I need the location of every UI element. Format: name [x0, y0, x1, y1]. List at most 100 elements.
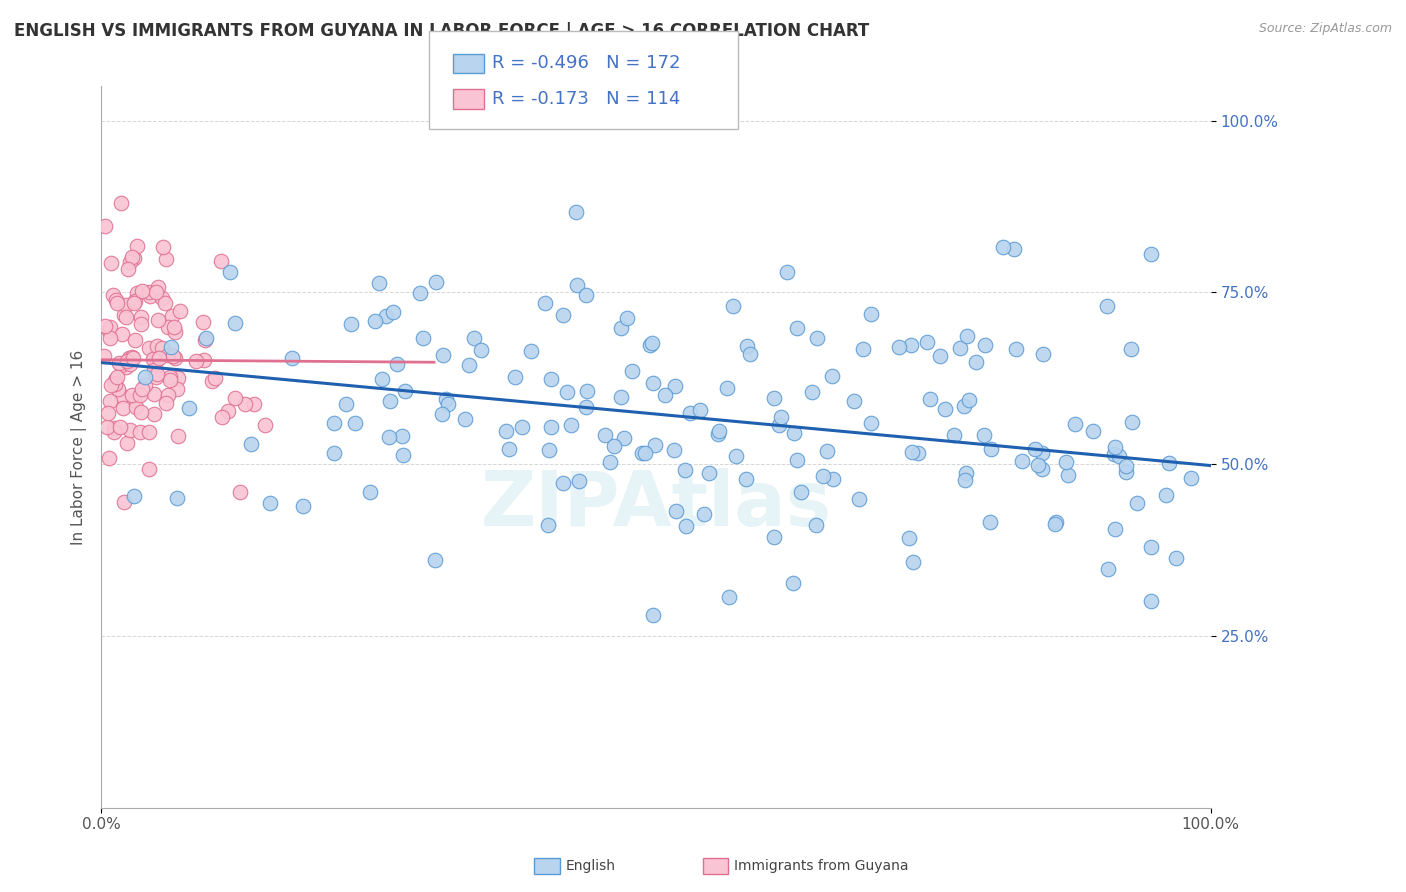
Point	[1083, 425, 1105, 439]
Point	[463, 331, 485, 345]
Point	[776, 265, 799, 279]
Point	[409, 286, 432, 301]
Point	[98, 331, 121, 345]
Point	[1002, 242, 1025, 256]
Point	[949, 341, 972, 355]
Point	[134, 378, 156, 392]
Point	[599, 455, 621, 469]
Text: ENGLISH VS IMMIGRANTS FROM GUYANA IN LABOR FORCE | AGE > 16 CORRELATION CHART: ENGLISH VS IMMIGRANTS FROM GUYANA IN LAB…	[14, 22, 869, 40]
Point	[675, 519, 697, 533]
Point	[145, 370, 167, 384]
Point	[898, 531, 921, 545]
Point	[143, 352, 166, 367]
Point	[117, 261, 139, 276]
Point	[124, 251, 146, 265]
Point	[437, 397, 460, 411]
Point	[118, 351, 141, 365]
Point	[454, 412, 477, 426]
Point	[163, 351, 186, 365]
Point	[664, 379, 686, 393]
Point	[783, 425, 806, 440]
Point	[165, 325, 187, 339]
Point	[112, 308, 135, 322]
Point	[823, 472, 845, 486]
Point	[1104, 522, 1126, 536]
Point	[790, 485, 813, 500]
Point	[641, 376, 664, 390]
Point	[163, 320, 186, 334]
Point	[243, 397, 266, 411]
Point	[94, 319, 117, 334]
Point	[375, 309, 398, 323]
Point	[105, 369, 128, 384]
Point	[114, 360, 136, 375]
Point	[770, 409, 793, 424]
Point	[1057, 468, 1080, 483]
Point	[943, 428, 966, 442]
Point	[139, 289, 162, 303]
Point	[129, 317, 152, 331]
Point	[1031, 446, 1053, 460]
Point	[717, 590, 740, 604]
Point	[153, 295, 176, 310]
Point	[209, 254, 232, 268]
Point	[616, 310, 638, 325]
Point	[166, 370, 188, 384]
Point	[121, 250, 143, 264]
Point	[364, 314, 387, 328]
Point	[129, 388, 152, 402]
Point	[901, 445, 924, 459]
Point	[654, 388, 676, 402]
Point	[120, 357, 142, 371]
Point	[1119, 342, 1142, 356]
Point	[965, 355, 987, 369]
Point	[138, 285, 160, 300]
Point	[143, 363, 166, 377]
Point	[565, 277, 588, 292]
Point	[575, 400, 598, 414]
Point	[801, 384, 824, 399]
Point	[103, 420, 125, 434]
Point	[640, 337, 662, 351]
Point	[1063, 417, 1085, 431]
Text: Source: ZipAtlas.com: Source: ZipAtlas.com	[1258, 22, 1392, 36]
Point	[380, 393, 402, 408]
Point	[159, 370, 181, 384]
Point	[112, 495, 135, 509]
Point	[852, 342, 875, 356]
Point	[609, 320, 631, 334]
Point	[391, 429, 413, 443]
Point	[162, 350, 184, 364]
Point	[551, 308, 574, 322]
Point	[108, 420, 131, 434]
Point	[115, 310, 138, 325]
Point	[103, 425, 125, 439]
Point	[97, 450, 120, 465]
Point	[425, 553, 447, 567]
Point	[340, 317, 363, 331]
Point	[641, 336, 664, 351]
Point	[735, 339, 758, 353]
Point	[815, 444, 838, 458]
Point	[152, 240, 174, 254]
Point	[1031, 461, 1053, 475]
Point	[692, 508, 714, 522]
Point	[1026, 458, 1049, 472]
Point	[387, 357, 409, 371]
Point	[955, 466, 977, 480]
Point	[980, 442, 1002, 456]
Point	[142, 407, 165, 421]
Point	[371, 372, 394, 386]
Point	[156, 388, 179, 402]
Point	[738, 347, 761, 361]
Point	[219, 265, 242, 279]
Point	[131, 310, 153, 324]
Point	[292, 499, 315, 513]
Point	[716, 381, 738, 395]
Point	[432, 407, 454, 421]
Point	[115, 435, 138, 450]
Point	[124, 400, 146, 414]
Point	[131, 382, 153, 396]
Point	[844, 394, 866, 409]
Point	[96, 420, 118, 434]
